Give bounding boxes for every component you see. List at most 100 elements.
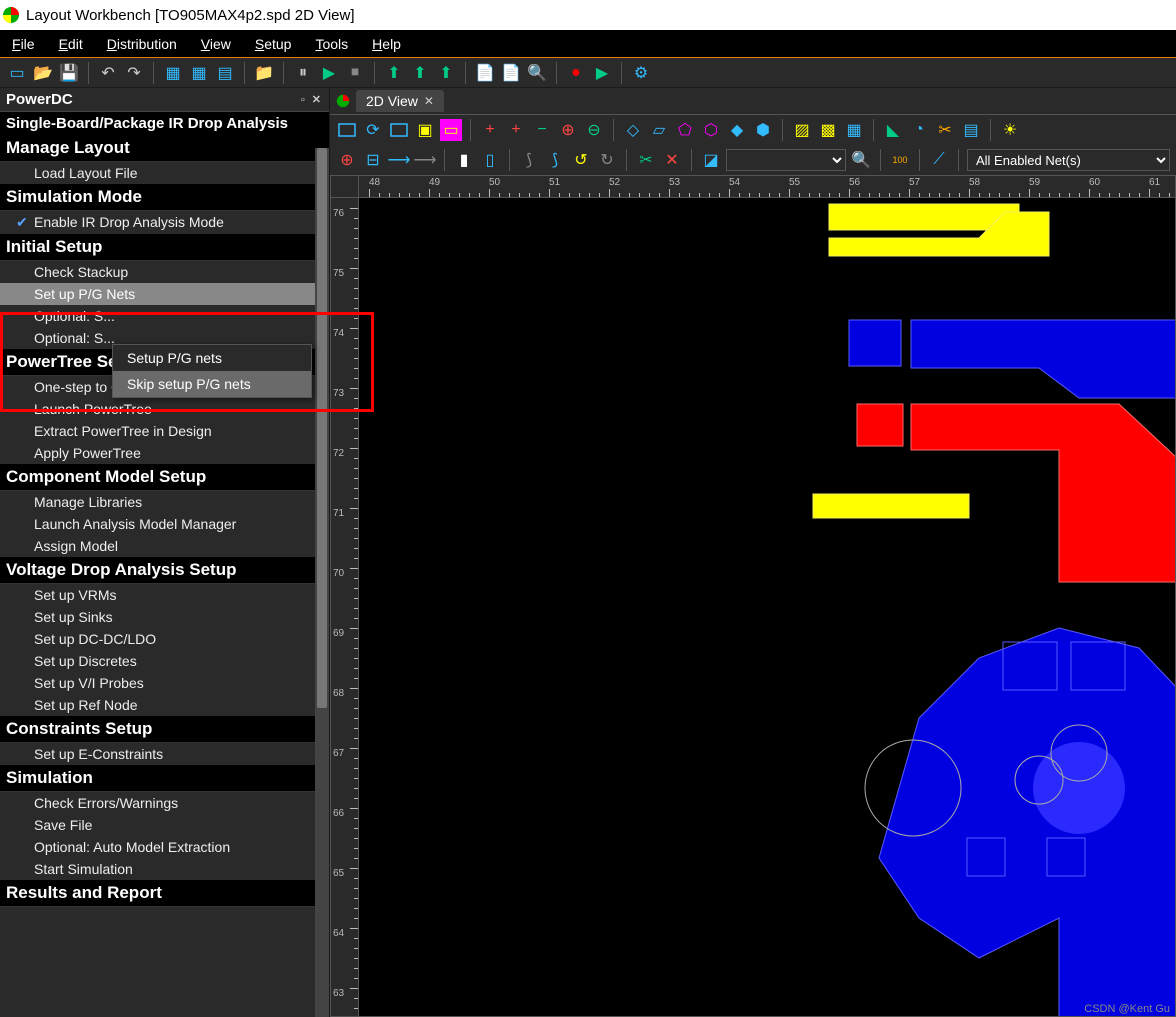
menu-help[interactable]: Help [360, 36, 413, 52]
up3-icon[interactable]: ⬆ [435, 62, 457, 84]
tri-icon[interactable]: ◣ [882, 119, 904, 141]
cut-icon[interactable]: ✂ [934, 119, 956, 141]
tree-item[interactable]: Set up Discretes [0, 650, 329, 672]
up2-icon[interactable]: ⬆ [409, 62, 431, 84]
menu-edit[interactable]: Edit [47, 36, 95, 52]
poly3-icon[interactable]: ⬠ [674, 119, 696, 141]
play2-icon[interactable]: ▶ [591, 62, 613, 84]
tree-item[interactable]: Assign Model [0, 535, 329, 557]
menu-setup[interactable]: Setup [243, 36, 304, 52]
tree-item[interactable]: Load Layout File [0, 162, 329, 184]
context-menu-item[interactable]: Setup P/G nets [113, 345, 311, 371]
menu-tools[interactable]: Tools [303, 36, 360, 52]
brush3-icon[interactable]: ▦ [843, 119, 865, 141]
minus2-icon[interactable]: ⊖ [583, 119, 605, 141]
select-nets[interactable] [726, 149, 846, 171]
menu-view[interactable]: View [189, 36, 243, 52]
save-icon[interactable]: 💾 [58, 62, 80, 84]
folder-icon[interactable]: 📁 [253, 62, 275, 84]
tree-item[interactable]: Set up DC-DC/LDO [0, 628, 329, 650]
redo-icon[interactable]: ↷ [123, 62, 145, 84]
tree-item[interactable]: Launch PowerTree [0, 398, 329, 420]
pause-icon[interactable]: ⏸ [292, 62, 314, 84]
line2-icon[interactable]: ⟶ [414, 149, 436, 171]
grid2-icon[interactable]: ▦ [188, 62, 210, 84]
open-icon[interactable]: 📂 [32, 62, 54, 84]
plus2-icon[interactable]: + [505, 119, 527, 141]
context-menu-item[interactable]: Skip setup P/G nets [113, 371, 311, 397]
panel-controls[interactable]: ▫ ✕ [301, 93, 323, 106]
bar2-icon[interactable]: ▯ [479, 149, 501, 171]
tree-item[interactable]: Set up E-Constraints [0, 743, 329, 765]
search-icon[interactable]: 🔍 [850, 149, 872, 171]
rect2-icon[interactable] [388, 119, 410, 141]
tab-close-icon[interactable]: ✕ [424, 94, 434, 108]
arc1-icon[interactable]: ⟆ [518, 149, 540, 171]
stop-icon[interactable]: ⏹ [344, 62, 366, 84]
grid3-icon[interactable]: ▤ [214, 62, 236, 84]
poly5-icon[interactable]: ◆ [726, 119, 748, 141]
list-icon[interactable]: ▤ [960, 119, 982, 141]
cut2-icon[interactable]: ✂ [635, 149, 657, 171]
tree-item[interactable]: Optional: S... [0, 305, 329, 327]
pie-icon[interactable]: ◔ [908, 119, 930, 141]
scrollbar-thumb[interactable] [317, 148, 327, 708]
gear-icon[interactable]: ⚙ [630, 62, 652, 84]
plus3-icon[interactable]: ⊕ [557, 119, 579, 141]
plus1-icon[interactable]: + [479, 119, 501, 141]
grid1-icon[interactable]: ▦ [162, 62, 184, 84]
cross-icon[interactable]: ✕ [661, 149, 683, 171]
tree-item[interactable]: Save File [0, 814, 329, 836]
arc2-icon[interactable]: ⟆ [544, 149, 566, 171]
sel2-icon[interactable]: ▭ [440, 119, 462, 141]
tab-2d-view[interactable]: 2D View ✕ [356, 90, 444, 112]
tree-item[interactable]: Check Errors/Warnings [0, 792, 329, 814]
sun-icon[interactable]: ☀ [999, 119, 1021, 141]
dot-plus-icon[interactable]: ⊕ [336, 149, 358, 171]
sidebar-scrollbar[interactable] [315, 148, 329, 1017]
arc3-icon[interactable]: ↺ [570, 149, 592, 171]
menu-distribution[interactable]: Distribution [95, 36, 189, 52]
brush2-icon[interactable]: ▩ [817, 119, 839, 141]
copy2-icon[interactable]: 📄 [500, 62, 522, 84]
section-header[interactable]: Simulation Mode [0, 184, 329, 211]
tree-item[interactable]: Check Stackup [0, 261, 329, 283]
tree-item[interactable]: Start Simulation [0, 858, 329, 880]
rect-icon[interactable] [336, 119, 358, 141]
dot-minus-icon[interactable]: ⊟ [362, 149, 384, 171]
copy1-icon[interactable]: 📄 [474, 62, 496, 84]
section-header[interactable]: Voltage Drop Analysis Setup [0, 557, 329, 584]
brush1-icon[interactable]: ▨ [791, 119, 813, 141]
section-header[interactable]: Simulation [0, 765, 329, 792]
tree-item[interactable]: Set up V/I Probes [0, 672, 329, 694]
tree-item[interactable]: Extract PowerTree in Design [0, 420, 329, 442]
div-icon[interactable]: ⟋ [928, 149, 950, 171]
tree-item[interactable]: Apply PowerTree [0, 442, 329, 464]
tree-item[interactable]: Set up VRMs [0, 584, 329, 606]
tree-item[interactable]: Optional: Auto Model Extraction [0, 836, 329, 858]
new-icon[interactable]: ▭ [6, 62, 28, 84]
zoom1-icon[interactable]: ◪ [700, 149, 722, 171]
net-select[interactable]: All Enabled Net(s) [967, 149, 1170, 171]
line1-icon[interactable]: ⟶ [388, 149, 410, 171]
play-icon[interactable]: ▶ [318, 62, 340, 84]
bar1-icon[interactable]: ▮ [453, 149, 475, 171]
section-header[interactable]: Results and Report [0, 880, 329, 907]
record-icon[interactable]: ● [565, 62, 587, 84]
poly2-icon[interactable]: ▱ [648, 119, 670, 141]
section-header[interactable]: Manage Layout [0, 135, 329, 162]
percent-icon[interactable]: 100 [889, 149, 911, 171]
section-header[interactable]: Constraints Setup [0, 716, 329, 743]
up1-icon[interactable]: ⬆ [383, 62, 405, 84]
tree-item[interactable]: Set up Sinks [0, 606, 329, 628]
undo-icon[interactable]: ↶ [97, 62, 119, 84]
minus-icon[interactable]: − [531, 119, 553, 141]
menu-file[interactable]: File [0, 36, 47, 52]
find-icon[interactable]: 🔍 [526, 62, 548, 84]
tree-item[interactable]: Set up Ref Node [0, 694, 329, 716]
tree-item[interactable]: ✔Enable IR Drop Analysis Mode [0, 211, 329, 234]
section-header[interactable]: Initial Setup [0, 234, 329, 261]
arc4-icon[interactable]: ↻ [596, 149, 618, 171]
poly6-icon[interactable]: ⬢ [752, 119, 774, 141]
tree-item[interactable]: Set up P/G Nets [0, 283, 329, 305]
